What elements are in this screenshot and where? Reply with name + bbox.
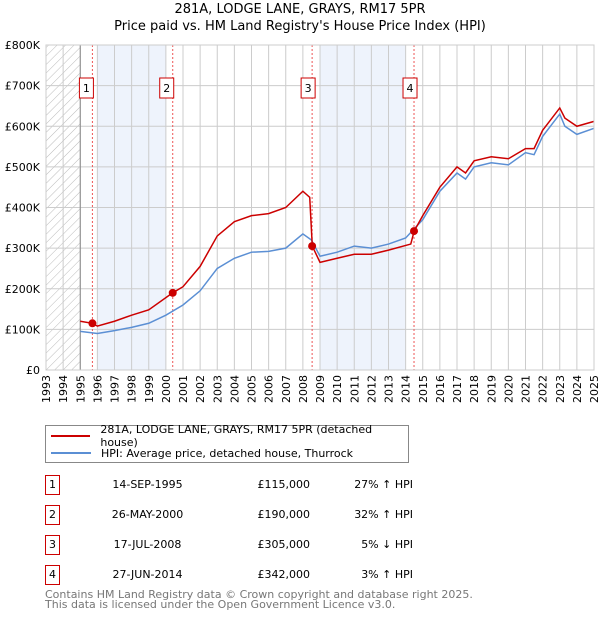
sale-hpi: 3% ↑ HPI bbox=[361, 568, 413, 581]
x-tick-label: 1999 bbox=[143, 375, 156, 403]
x-tick-label: 2005 bbox=[246, 375, 259, 403]
legend-label: HPI: Average price, detached house, Thur… bbox=[101, 446, 354, 460]
sale-price: £305,000 bbox=[257, 538, 311, 551]
sale-date: 17-JUL-2008 bbox=[113, 538, 182, 551]
x-tick-label: 2012 bbox=[365, 375, 378, 403]
sale-badge-box bbox=[159, 77, 175, 99]
y-tick-label: £0 bbox=[26, 364, 40, 377]
sale-price: £190,000 bbox=[257, 508, 311, 521]
sale-badge-label: 2 bbox=[163, 82, 170, 95]
x-tick-label: 1995 bbox=[74, 375, 87, 403]
y-tick-label: £700K bbox=[5, 80, 41, 93]
sale-badge-box bbox=[78, 77, 94, 99]
sale-price: £342,000 bbox=[257, 568, 311, 581]
x-tick-label: 2024 bbox=[571, 375, 584, 403]
x-tick-label: 2019 bbox=[485, 375, 498, 403]
chart-subtitle: Price paid vs. HM Land Registry's House … bbox=[114, 19, 486, 34]
footer-licence: This data is licensed under the Open Gov… bbox=[45, 598, 396, 611]
x-tick-label: 2001 bbox=[177, 375, 190, 403]
x-tick-label: 2023 bbox=[554, 375, 567, 403]
plot-frame bbox=[45, 44, 595, 371]
sale-price: £115,000 bbox=[257, 478, 311, 491]
sale-hpi: 32% ↑ HPI bbox=[354, 508, 413, 521]
sale-hpi: 5% ↓ HPI bbox=[361, 538, 413, 551]
y-tick-label: £800K bbox=[5, 39, 41, 52]
x-tick-label: 2011 bbox=[348, 375, 361, 403]
sale-point bbox=[168, 288, 177, 297]
x-tick-label: 2025 bbox=[588, 375, 600, 403]
x-tick-label: 2017 bbox=[451, 375, 464, 403]
x-tick-label: 2003 bbox=[211, 375, 224, 403]
y-tick-label: £200K bbox=[5, 283, 41, 296]
x-tick-label: 1993 bbox=[40, 375, 53, 403]
legend-swatch-red bbox=[51, 435, 91, 437]
x-tick-label: 2006 bbox=[263, 375, 276, 403]
legend-swatch-blue bbox=[51, 452, 91, 454]
y-tick-label: £600K bbox=[5, 120, 41, 133]
x-tick-label: 2004 bbox=[228, 375, 241, 403]
sale-badge-label: 4 bbox=[407, 82, 414, 95]
sale-badge: 2 bbox=[45, 505, 60, 525]
x-tick-label: 2018 bbox=[468, 375, 481, 403]
sale-badge-label: 1 bbox=[83, 82, 90, 95]
sale-date: 14-SEP-1995 bbox=[112, 478, 183, 491]
x-tick-label: 1996 bbox=[91, 375, 104, 403]
x-tick-label: 2007 bbox=[280, 375, 293, 403]
x-tick-label: 2013 bbox=[383, 375, 396, 403]
sale-date: 26-MAY-2000 bbox=[111, 508, 184, 521]
y-tick-label: £400K bbox=[5, 202, 41, 215]
legend-label: 281A, LODGE LANE, GRAYS, RM17 5PR (detac… bbox=[100, 423, 373, 449]
x-tick-label: 2009 bbox=[314, 375, 327, 403]
table-row: 4 27-JUN-2014 £342,000 3% ↑ HPI bbox=[45, 565, 413, 585]
footer-copyright: Contains HM Land Registry data © Crown c… bbox=[45, 588, 473, 601]
x-tick-label: 1997 bbox=[109, 375, 122, 403]
sale-badge: 1 bbox=[45, 475, 60, 495]
sale-badge-box bbox=[300, 77, 316, 99]
x-tick-label: 2021 bbox=[520, 375, 533, 403]
table-row: 3 17-JUL-2008 £305,000 5% ↓ HPI bbox=[45, 535, 413, 555]
legend: 281A, LODGE LANE, GRAYS, RM17 5PR (detac… bbox=[45, 423, 409, 463]
table-row: 1 14-SEP-1995 £115,000 27% ↑ HPI bbox=[45, 475, 413, 495]
x-tick-label: 2015 bbox=[417, 375, 430, 403]
legend-item-property: 281A, LODGE LANE, GRAYS, RM17 5PR (detac… bbox=[51, 423, 408, 449]
y-tick-label: £100K bbox=[5, 323, 41, 336]
x-tick-label: 2022 bbox=[537, 375, 550, 403]
x-tick-label: 2002 bbox=[194, 375, 207, 403]
price-chart: 1993 1994 1995 1996 1997 1998 1999 2000 2001 2002… bbox=[5, 39, 600, 403]
sale-date: 27-JUN-2014 bbox=[112, 568, 183, 581]
sale-point bbox=[308, 242, 317, 251]
x-tick-label: 2008 bbox=[297, 375, 310, 403]
x-tick-label: 1998 bbox=[126, 375, 139, 403]
sale-point bbox=[410, 227, 419, 236]
sale-badge-box bbox=[402, 77, 418, 99]
sale-badge: 3 bbox=[45, 535, 60, 555]
series-line bbox=[80, 112, 595, 335]
x-tick-label: 2000 bbox=[160, 375, 173, 403]
x-tick-label: 2010 bbox=[331, 375, 344, 403]
x-tick-label: 1994 bbox=[57, 375, 70, 403]
x-tick-label: 2020 bbox=[502, 375, 515, 403]
sale-badge-label: 3 bbox=[305, 82, 312, 95]
x-tick-label: 2014 bbox=[400, 375, 413, 403]
y-tick-label: £300K bbox=[5, 242, 41, 255]
y-tick-label: £500K bbox=[5, 161, 41, 174]
x-tick-label: 2016 bbox=[434, 375, 447, 403]
chart-title: 281A, LODGE LANE, GRAYS, RM17 5PR bbox=[174, 2, 426, 17]
sale-point bbox=[88, 319, 97, 328]
table-row: 2 26-MAY-2000 £190,000 32% ↑ HPI bbox=[45, 505, 413, 525]
legend-item-hpi: HPI: Average price, detached house, Thur… bbox=[51, 445, 353, 461]
sale-badge: 4 bbox=[45, 565, 60, 585]
sale-hpi: 27% ↑ HPI bbox=[354, 478, 413, 491]
